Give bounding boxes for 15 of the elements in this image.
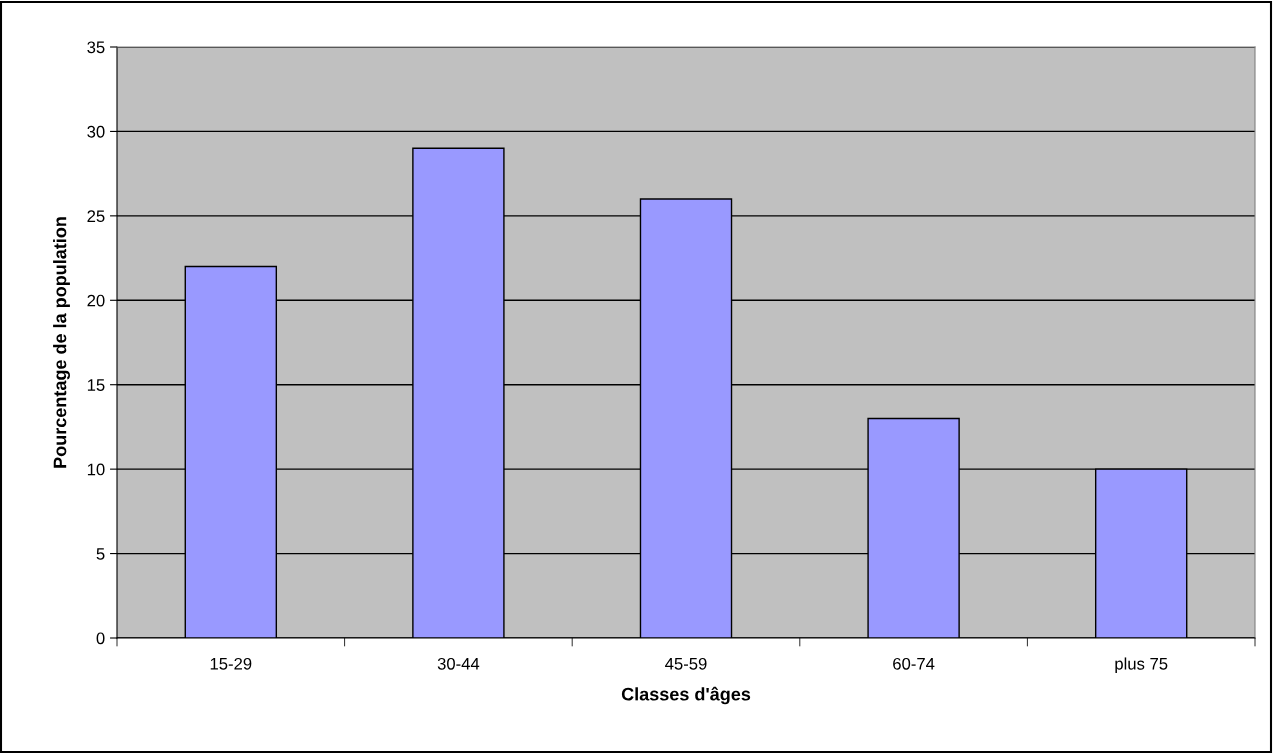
y-tick-label: 20 <box>87 294 105 307</box>
y-tick-label: 5 <box>96 548 105 560</box>
x-tick-label: 45-59 <box>665 657 707 670</box>
y-tick-label: 15 <box>87 379 105 391</box>
y-axis-title: Pourcentage de la population <box>53 217 70 468</box>
y-tick-label: 35 <box>87 41 105 54</box>
y-tick-label: 0 <box>96 632 105 645</box>
x-tick-label: 15-29 <box>210 657 252 670</box>
x-axis-title: Classes d'âges <box>621 686 751 705</box>
y-tick-label: 10 <box>87 463 105 476</box>
x-tick-label: plus 75 <box>1115 657 1168 673</box>
y-tick-label: 25 <box>87 210 105 223</box>
x-tick-label: 30-44 <box>437 657 480 670</box>
y-tick-label: 30 <box>87 125 105 138</box>
x-tick-label: 60-74 <box>893 657 935 670</box>
